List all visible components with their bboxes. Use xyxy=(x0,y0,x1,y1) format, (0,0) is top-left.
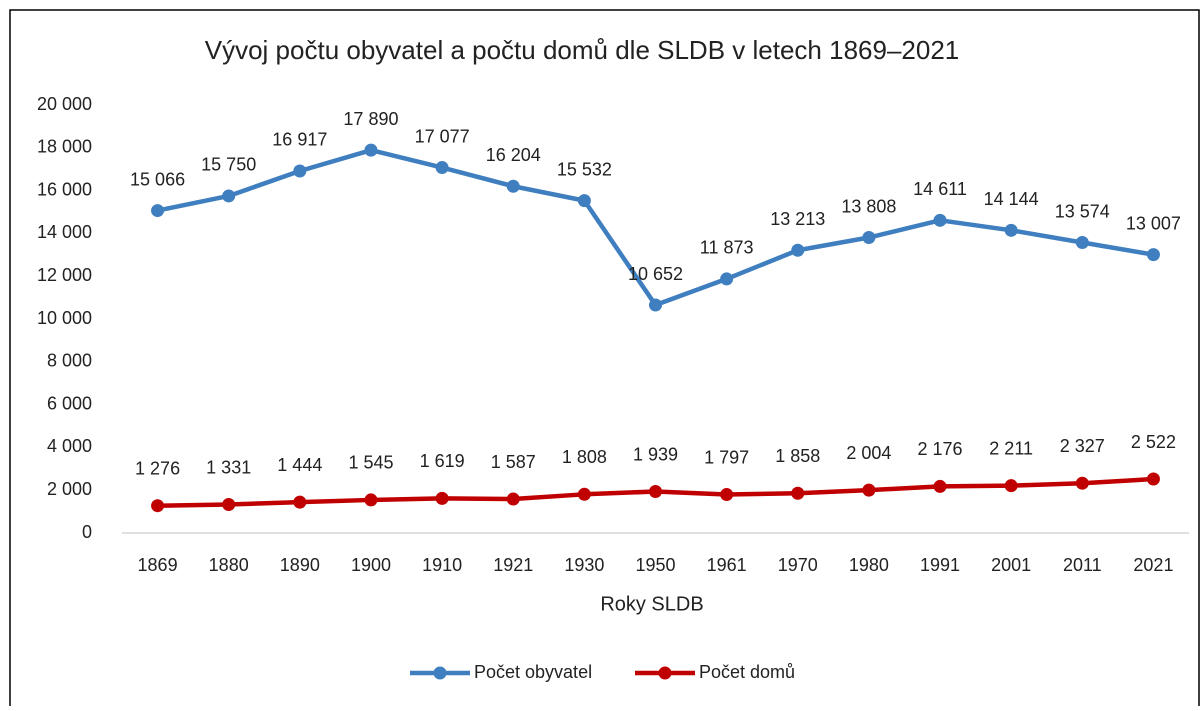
y-tick-label: 12 000 xyxy=(37,265,92,285)
marker xyxy=(1004,223,1018,237)
x-tick-label: 2011 xyxy=(1063,555,1102,575)
y-tick-label: 14 000 xyxy=(37,222,92,242)
data-label: 14 144 xyxy=(984,189,1039,209)
x-tick-label: 1900 xyxy=(351,555,391,575)
marker xyxy=(577,487,591,501)
y-tick-label: 6 000 xyxy=(47,393,92,413)
x-tick-label: 1991 xyxy=(920,555,960,575)
data-label: 11 873 xyxy=(700,238,754,258)
data-label: 10 652 xyxy=(628,264,683,284)
y-tick-label: 4 000 xyxy=(47,436,92,456)
x-tick-label: 1910 xyxy=(422,555,462,575)
y-tick-label: 10 000 xyxy=(37,308,92,328)
marker xyxy=(862,231,876,245)
data-label: 2 327 xyxy=(1060,436,1105,456)
chart-border xyxy=(9,9,1200,706)
data-label: 1 619 xyxy=(420,451,465,471)
marker xyxy=(222,498,236,512)
marker xyxy=(1075,236,1089,250)
data-label: 13 574 xyxy=(1055,201,1110,221)
x-tick-label: 1890 xyxy=(280,555,320,575)
legend-marker xyxy=(658,666,672,680)
y-tick-label: 20 000 xyxy=(37,94,92,114)
x-tick-label: 1869 xyxy=(138,555,178,575)
y-tick-label: 0 xyxy=(82,522,92,542)
data-label: 2 522 xyxy=(1131,432,1176,452)
data-label: 1 797 xyxy=(704,447,749,467)
x-tick-label: 1921 xyxy=(493,555,533,575)
data-label: 1 587 xyxy=(491,452,536,472)
data-label: 2 004 xyxy=(846,443,891,463)
data-label: 14 611 xyxy=(913,179,967,199)
legend-label: Počet domů xyxy=(699,662,795,682)
x-tick-label: 1970 xyxy=(778,555,818,575)
data-label: 13 007 xyxy=(1126,213,1181,233)
marker xyxy=(1075,476,1089,490)
marker xyxy=(293,164,307,178)
y-tick-label: 18 000 xyxy=(37,137,92,157)
data-label: 1 808 xyxy=(562,447,607,467)
marker xyxy=(506,492,520,506)
marker xyxy=(435,491,449,505)
chart-title: Vývoj počtu obyvatel a počtu domů dle SL… xyxy=(205,35,960,65)
marker xyxy=(720,488,734,502)
x-tick-label: 1930 xyxy=(564,555,604,575)
data-label: 2 176 xyxy=(918,439,963,459)
marker xyxy=(1004,479,1018,493)
data-label: 17 890 xyxy=(343,109,398,129)
marker xyxy=(222,189,236,203)
marker xyxy=(649,485,662,499)
legend-label: Počet obyvatel xyxy=(474,662,592,682)
data-label: 15 532 xyxy=(557,159,612,179)
data-label: 16 917 xyxy=(272,130,327,150)
data-label: 17 077 xyxy=(415,126,470,146)
marker xyxy=(151,499,165,513)
marker xyxy=(435,161,449,175)
legend-marker xyxy=(433,666,447,680)
x-tick-label: 1950 xyxy=(635,555,675,575)
marker xyxy=(720,272,734,286)
marker xyxy=(933,479,947,493)
data-label: 15 066 xyxy=(130,169,185,189)
data-label: 1 545 xyxy=(348,453,393,473)
data-label: 1 444 xyxy=(277,455,322,475)
data-label: 16 204 xyxy=(486,145,541,165)
y-tick-label: 8 000 xyxy=(47,351,92,371)
marker xyxy=(791,243,805,257)
x-tick-label: 1880 xyxy=(209,555,249,575)
marker xyxy=(506,179,520,193)
data-label: 13 808 xyxy=(841,196,896,216)
marker xyxy=(862,483,876,497)
data-label: 15 750 xyxy=(201,155,256,175)
data-label: 13 213 xyxy=(770,209,825,229)
data-label: 1 939 xyxy=(633,444,678,464)
marker xyxy=(649,298,662,312)
marker xyxy=(577,194,591,208)
marker xyxy=(364,493,378,507)
x-tick-label: 2001 xyxy=(991,555,1031,575)
marker xyxy=(791,486,805,500)
data-label: 1 858 xyxy=(775,446,820,466)
y-tick-label: 16 000 xyxy=(37,179,92,199)
x-tick-label: 1961 xyxy=(707,555,747,575)
marker xyxy=(933,213,947,227)
data-label: 1 276 xyxy=(135,458,180,478)
x-tick-label: 2021 xyxy=(1133,555,1173,575)
data-label: 2 211 xyxy=(989,438,1033,458)
marker xyxy=(1146,472,1160,486)
marker xyxy=(293,495,307,509)
x-axis-title: Roky SLDB xyxy=(600,593,703,615)
marker xyxy=(364,143,378,157)
marker xyxy=(151,204,165,218)
marker xyxy=(1146,248,1160,262)
y-tick-label: 2 000 xyxy=(47,479,92,499)
data-label: 1 331 xyxy=(206,457,251,477)
x-tick-label: 1980 xyxy=(849,555,889,575)
